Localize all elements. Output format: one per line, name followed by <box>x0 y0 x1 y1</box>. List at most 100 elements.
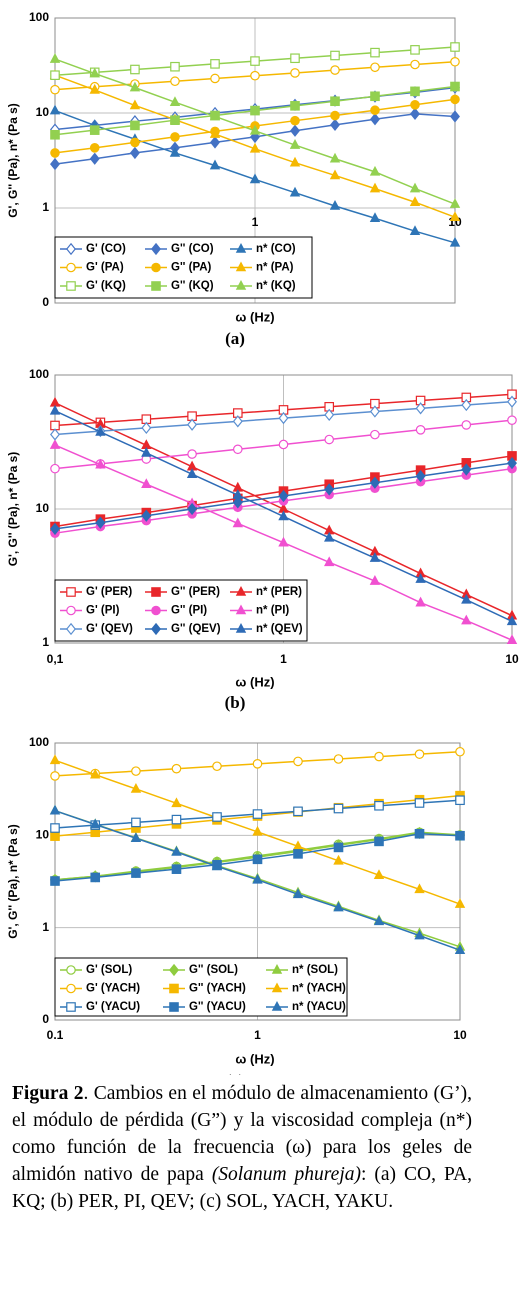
legend-label: n* (PI) <box>256 605 289 617</box>
legend-item: G' (YACH) <box>60 983 140 995</box>
y-tick-label: 0 <box>42 1012 49 1026</box>
y-axis-title: G', G'' (Pa), n* (Pa s) <box>6 103 20 218</box>
y-tick-label: 1 <box>42 920 49 934</box>
legend-marker <box>151 605 161 616</box>
marker <box>141 446 152 457</box>
x-axis-title: ω (Hz) <box>235 674 274 689</box>
marker <box>369 552 381 562</box>
legend-box <box>54 236 313 299</box>
marker <box>410 99 420 110</box>
marker <box>369 405 380 418</box>
caption-text: . Cambios en el módulo de almacenamiento… <box>12 1083 472 1185</box>
legend-marker <box>169 1002 179 1012</box>
legend-label: n* (QEV) <box>256 623 303 635</box>
y-tick-label: 100 <box>29 10 49 24</box>
legend-label: n* (YACH) <box>292 983 346 995</box>
marker <box>370 429 380 440</box>
marker <box>95 458 106 469</box>
marker <box>369 212 381 223</box>
marker <box>450 81 460 92</box>
marker <box>333 803 344 814</box>
marker <box>293 806 303 817</box>
marker <box>449 236 461 247</box>
legend-label: G' (YACH) <box>86 983 140 995</box>
marker <box>232 415 243 428</box>
marker <box>130 137 140 148</box>
marker <box>212 812 222 822</box>
marker <box>461 614 472 625</box>
marker <box>450 56 460 67</box>
marker <box>252 873 263 884</box>
marker <box>330 110 340 121</box>
marker <box>169 146 181 157</box>
marker <box>50 771 60 781</box>
marker <box>278 489 289 503</box>
x-tick-label: 0,1 <box>47 652 64 666</box>
legend-label: G' (PA) <box>86 262 124 274</box>
marker <box>170 132 180 142</box>
legend-box <box>54 579 308 642</box>
marker <box>50 428 60 441</box>
legend-item: n* (PER) <box>230 586 302 598</box>
marker <box>329 169 341 180</box>
marker <box>49 804 61 815</box>
marker <box>414 929 425 940</box>
marker <box>370 105 380 116</box>
marker <box>324 408 335 422</box>
marker <box>171 846 182 856</box>
marker <box>89 143 100 153</box>
marker <box>49 104 61 115</box>
legend-item: G' (YACU) <box>60 1001 140 1013</box>
legend-item: G'' (KQ) <box>145 280 214 292</box>
panel-label: (c) <box>226 1071 245 1075</box>
marker <box>369 165 381 176</box>
legend-marker <box>151 262 161 273</box>
y-tick-label: 10 <box>36 501 50 515</box>
legend-item: G'' (PA) <box>145 262 212 274</box>
legend-item: n* (QEV) <box>230 623 303 635</box>
marker <box>506 615 518 626</box>
marker <box>249 124 261 135</box>
marker <box>410 45 420 55</box>
legend-label: G' (QEV) <box>86 623 133 635</box>
marker <box>50 70 60 80</box>
caption-text: : (a) CO, PA, KQ; (b) PER, PI, QEV; (c) … <box>12 1164 472 1212</box>
marker <box>250 56 260 66</box>
legend-label: G' (KQ) <box>86 280 126 292</box>
marker <box>210 59 220 69</box>
marker <box>131 868 141 878</box>
legend-marker <box>66 605 76 616</box>
marker <box>293 849 303 859</box>
legend-marker <box>66 983 76 994</box>
x-axis-title: ω (Hz) <box>235 309 274 324</box>
x-tick-label: 1 <box>280 652 287 666</box>
legend-label: G'' (KQ) <box>171 280 214 292</box>
x-tick-label: 1 <box>252 215 259 229</box>
marker <box>374 751 384 762</box>
marker <box>50 522 60 536</box>
legend-label: G'' (CO) <box>171 243 214 255</box>
marker <box>232 489 244 499</box>
marker <box>170 61 180 72</box>
marker <box>507 395 517 408</box>
legend-label: n* (KQ) <box>256 280 296 292</box>
legend-label: G'' (YACH) <box>189 983 246 995</box>
x-tick-label: 0.1 <box>47 1028 64 1042</box>
legend-marker <box>235 586 247 596</box>
caption-species: (Solanum phureja) <box>211 1164 361 1185</box>
marker <box>249 173 261 184</box>
marker <box>414 749 425 759</box>
marker <box>90 872 101 883</box>
marker <box>461 463 472 476</box>
marker <box>130 782 142 793</box>
marker <box>414 883 425 894</box>
marker <box>289 186 301 197</box>
marker <box>290 68 300 78</box>
legend-marker <box>66 1002 76 1012</box>
marker <box>130 64 140 75</box>
legend-label: G'' (PI) <box>171 605 207 617</box>
marker <box>50 129 60 140</box>
legend-label: G'' (PER) <box>171 586 220 598</box>
marker <box>324 556 335 567</box>
marker <box>171 797 182 808</box>
